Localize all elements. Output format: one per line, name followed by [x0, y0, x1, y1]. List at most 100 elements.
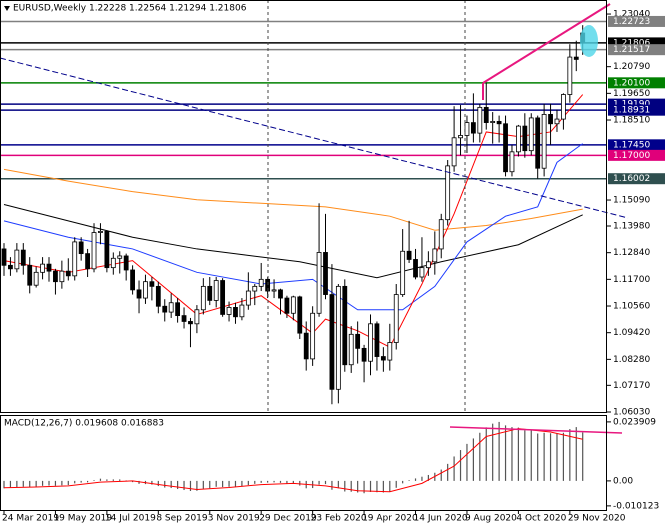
candle-body — [213, 280, 219, 301]
candle-body — [59, 270, 65, 283]
level-label: 1.19190 — [613, 100, 650, 110]
candle-body — [541, 114, 547, 169]
candle-body — [271, 289, 277, 292]
trend-line — [0, 57, 629, 219]
x-tick-label: 19 May 2019 — [53, 514, 112, 523]
y-tick-label: 1.20790 — [613, 62, 650, 72]
candle-body — [458, 135, 463, 139]
candle-body — [413, 259, 418, 278]
candle-body — [368, 323, 373, 362]
candle-body — [535, 117, 541, 169]
candle-body — [130, 269, 136, 291]
candle-body — [85, 253, 90, 270]
candle-body — [168, 302, 174, 313]
candle-body — [477, 106, 483, 134]
candle-body — [509, 151, 515, 173]
highlight — [580, 25, 598, 57]
candle-body — [181, 315, 187, 322]
level-box — [608, 98, 665, 110]
level-label: 1.22723 — [613, 17, 650, 27]
x-tick-label: 24 Mar 2019 — [2, 514, 59, 523]
x-tick-label: 29 Dec 2019 — [259, 514, 317, 523]
y-tick-label: 1.07170 — [613, 381, 650, 391]
candle-body — [226, 307, 232, 315]
level-label: 1.17450 — [613, 140, 650, 150]
candle-body — [470, 122, 476, 134]
candle-body — [245, 290, 251, 306]
candle-body — [554, 118, 560, 125]
candle-body — [98, 230, 103, 233]
candle-body — [522, 125, 528, 152]
candle-body — [233, 307, 238, 318]
candle-body — [123, 255, 129, 271]
y-tick-label: 1.13980 — [613, 222, 650, 232]
candle-body — [445, 165, 451, 221]
x-tick-label: 29 Nov 2020 — [568, 514, 626, 523]
candle-body — [561, 94, 566, 120]
candle-body — [528, 117, 534, 152]
chart-title: EURUSD,Weekly 1.22228 1.22564 1.21294 1.… — [13, 4, 247, 14]
macd-label: MACD(12,26,7) 0.019608 0.016883 — [4, 419, 164, 429]
level-box — [608, 77, 665, 89]
candle-body — [207, 285, 213, 301]
candle-body — [175, 302, 181, 317]
candle-body — [361, 347, 367, 362]
candle-body — [252, 285, 258, 292]
candle-body — [194, 309, 200, 325]
candle-body — [323, 252, 328, 295]
candle-body — [406, 250, 412, 260]
candle-body — [432, 248, 438, 263]
candle-body — [400, 250, 406, 295]
candle-body — [8, 264, 13, 270]
x-tick-label: 4 Oct 2020 — [516, 514, 566, 523]
candle-body — [258, 278, 264, 287]
candle-body — [136, 289, 142, 299]
y-tick-label: 1.11700 — [613, 275, 650, 285]
candle-body — [573, 56, 579, 60]
level-label: 1.20100 — [613, 78, 650, 88]
candle-body — [335, 285, 341, 390]
candle-body — [14, 249, 20, 270]
candle-body — [110, 257, 116, 269]
level-box — [608, 149, 665, 161]
level-box — [608, 104, 665, 116]
indicator-line — [3, 143, 583, 311]
indicator-line — [3, 168, 583, 231]
candle-body — [265, 278, 271, 292]
candle-body — [548, 114, 553, 125]
candle-body — [342, 285, 348, 366]
candle-body — [46, 263, 52, 272]
candle-body — [1, 248, 7, 266]
level-box — [608, 15, 665, 27]
candle-body — [220, 280, 226, 315]
candle-body — [284, 297, 290, 314]
candle-body — [393, 294, 399, 343]
resistance-line — [482, 3, 611, 84]
candle-body — [117, 255, 123, 259]
macd-tick-label: 0.00 — [613, 476, 633, 486]
level-box — [608, 173, 665, 185]
level-label: 1.21806 — [613, 38, 650, 48]
candle-body — [290, 296, 296, 314]
candle-body — [425, 261, 431, 269]
x-tick-label: 3 Nov 2019 — [208, 514, 260, 523]
y-tick-label: 1.15090 — [613, 196, 650, 206]
y-tick-label: 1.12840 — [613, 248, 650, 258]
candle-body — [380, 356, 386, 361]
macd-frame — [0, 415, 607, 511]
x-tick-label: 8 Sep 2019 — [156, 514, 208, 523]
candle-body — [278, 289, 283, 299]
y-tick-label: 1.23040 — [613, 10, 650, 20]
candle-body — [329, 294, 335, 390]
candle-body — [104, 230, 110, 269]
candle-body — [27, 264, 33, 286]
candle-body — [239, 304, 245, 318]
level-box — [608, 37, 665, 49]
x-tick-label: 19 Apr 2020 — [362, 514, 418, 523]
candle-body — [40, 263, 45, 273]
candle-body — [316, 252, 322, 314]
x-tick-label: 14 Jun 2020 — [414, 514, 468, 523]
candle-body — [348, 333, 354, 366]
candle-body — [438, 219, 444, 250]
